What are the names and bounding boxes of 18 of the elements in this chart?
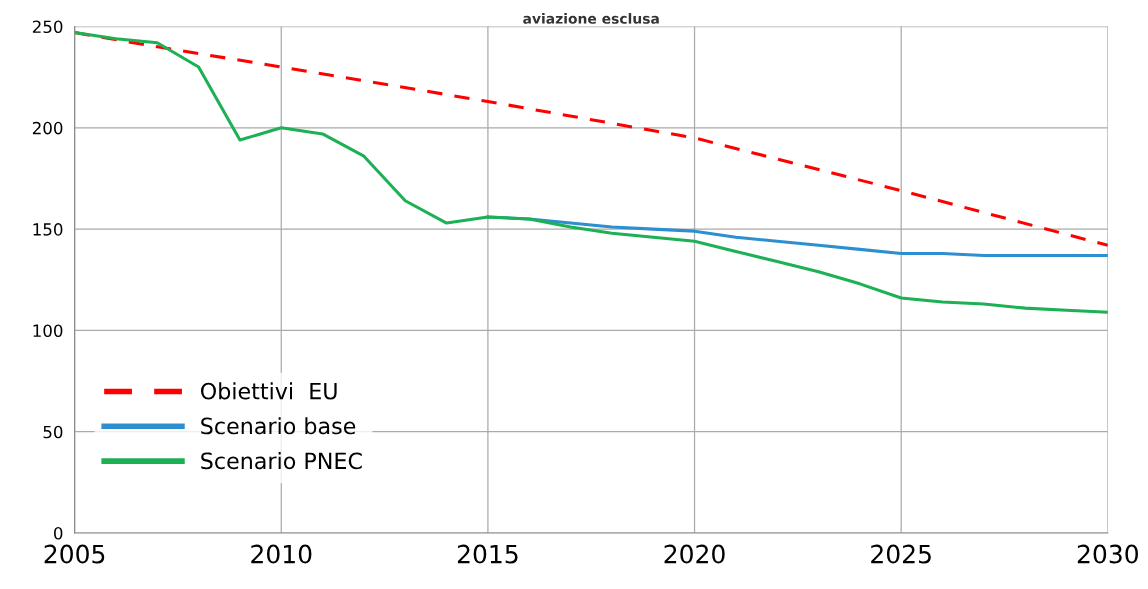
line-series [486, 215, 1108, 257]
legend-label: Scenario PNEC [201, 452, 362, 470]
y-tick-label: 150 [33, 223, 63, 236]
x-tick-label: 2030 [1077, 544, 1138, 564]
x-tick-label: 2010 [251, 544, 312, 564]
line-series [74, 31, 1108, 314]
legend-label: Scenario base [201, 417, 356, 435]
y-tick-label: 100 [33, 324, 63, 337]
y-tick-label: 250 [32, 20, 63, 34]
x-tick-label: 2015 [457, 544, 518, 564]
legend-label: Obiettivi EU [200, 382, 337, 400]
chart-title: aviazione esclusa [523, 13, 659, 24]
x-tick-label: 2025 [871, 544, 931, 564]
x-tick-label: 2020 [664, 544, 725, 564]
y-tick-label: 50 [43, 425, 63, 439]
y-tick-label: 0 [54, 527, 63, 540]
y-tick-label: 200 [32, 121, 63, 135]
x-tick-label: 2005 [44, 544, 105, 564]
